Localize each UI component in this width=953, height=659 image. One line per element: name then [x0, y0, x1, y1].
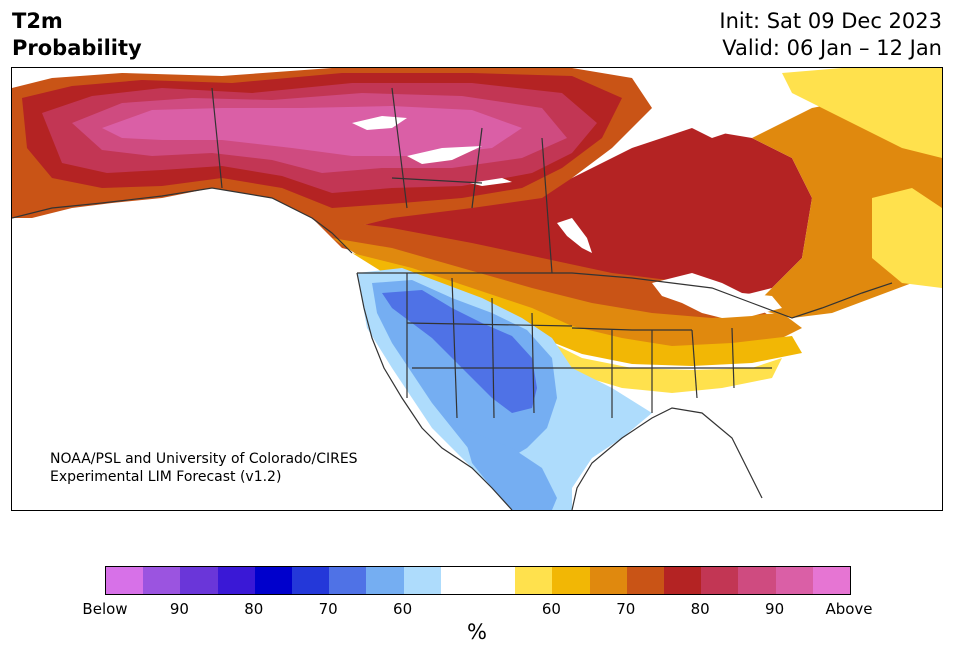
lake-winnipeg: [557, 218, 592, 253]
colorbar-segment: [180, 567, 218, 594]
forecast-dates: Init: Sat 09 Dec 2023 Valid: 06 Jan – 12…: [719, 8, 942, 62]
title-variable: T2m: [12, 9, 63, 33]
colorbar-unit: %: [467, 620, 487, 644]
map-panel: NOAA/PSL and University of Colorado/CIRE…: [11, 67, 943, 511]
probability-map: [12, 68, 942, 510]
region-rockies-deepblue: [382, 290, 537, 413]
colorbar-segment: [106, 567, 144, 594]
region-canada-magenta: [102, 106, 522, 156]
colorbar-segment: [217, 567, 255, 594]
colorbar-tick-label: Below: [82, 600, 128, 618]
colorbar-tick-label: 90: [765, 600, 785, 618]
colorbar-segment: [664, 567, 702, 594]
init-date: Init: Sat 09 Dec 2023: [719, 9, 942, 33]
colorbar-segment: [775, 567, 813, 594]
colorbar-tick-label: 80: [690, 600, 710, 618]
region-prairie-orange: [312, 218, 772, 330]
colorbar-segment: [812, 567, 851, 594]
colorbar-tick-label: 80: [244, 600, 264, 618]
lake-great-bear: [352, 116, 407, 130]
region-midwest-amber: [352, 253, 802, 366]
colorbar-tick-label: 90: [169, 600, 189, 618]
region-ohio-yellow: [392, 278, 782, 393]
colorbar-segment: [626, 567, 665, 594]
map-title: T2m Probability: [12, 8, 142, 62]
colorbar-segment: [440, 567, 479, 594]
hudson-bay: [652, 68, 782, 138]
region-northern-plains-gold: [332, 238, 802, 350]
valid-range: Valid: 06 Jan – 12 Jan: [722, 36, 942, 60]
colorbar-segment: [552, 567, 590, 594]
probability-colorbar: [105, 566, 851, 595]
colorbar-segment: [589, 567, 627, 594]
region-labrador-yellow: [782, 68, 942, 158]
colorbar-tick-label: 70: [616, 600, 636, 618]
region-maritimes-yellow: [872, 188, 942, 288]
region-mexico-blue: [462, 428, 557, 510]
colorbar-segment: [254, 567, 293, 594]
colorbar-segment: [329, 567, 367, 594]
colorbar-segment: [478, 567, 516, 594]
colorbar-segment: [738, 567, 776, 594]
colorbar-segment: [403, 567, 441, 594]
colorbar-segment: [515, 567, 553, 594]
colorbar-tick-label: 60: [393, 600, 413, 618]
colorbar-segment: [292, 567, 330, 594]
colorbar-tick-label: Above: [825, 600, 873, 618]
lake-athabasca: [470, 178, 512, 186]
credit-line-2: Experimental LIM Forecast (v1.2): [50, 469, 282, 485]
colorbar-tick-label: 70: [318, 600, 338, 618]
colorbar-tick-label: 60: [541, 600, 561, 618]
colorbar-segment: [143, 567, 181, 594]
colorbar-segment: [701, 567, 739, 594]
map-credit: NOAA/PSL and University of Colorado/CIRE…: [50, 450, 358, 486]
credit-line-1: NOAA/PSL and University of Colorado/CIRE…: [50, 451, 358, 467]
colorbar-segment: [366, 567, 404, 594]
lake-great-slave: [407, 146, 482, 164]
title-product: Probability: [12, 36, 142, 60]
borders: [12, 87, 893, 510]
